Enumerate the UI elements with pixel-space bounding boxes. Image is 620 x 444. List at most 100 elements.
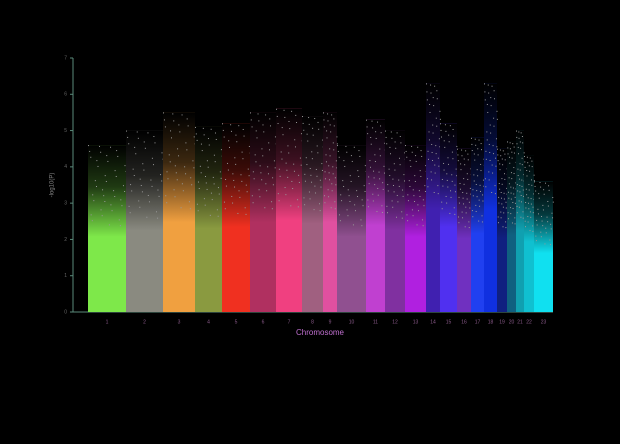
snp-dot — [155, 211, 157, 213]
snp-dot — [332, 142, 334, 144]
snp-dot — [335, 184, 337, 186]
snp-dot — [202, 127, 204, 129]
snp-dot — [290, 205, 292, 207]
snp-dot — [427, 150, 429, 152]
snp-dot — [352, 224, 354, 226]
snp-dot — [316, 145, 318, 147]
snp-dot — [432, 124, 434, 126]
snp-dot — [475, 204, 477, 206]
snp-dot — [287, 176, 289, 178]
snp-dot — [517, 190, 519, 192]
snp-dot — [376, 211, 378, 213]
snp-dot — [283, 109, 285, 111]
snp-dot — [329, 124, 331, 126]
snp-dot — [405, 145, 406, 147]
snp-dot — [218, 193, 220, 195]
snp-dot — [335, 160, 337, 162]
snp-dot — [441, 136, 443, 138]
snp-dot — [212, 176, 214, 178]
snp-dot — [341, 200, 343, 202]
snp-dot — [510, 198, 512, 200]
snp-dot — [458, 196, 460, 198]
snp-dot — [264, 207, 266, 209]
snp-dot — [198, 188, 200, 190]
snp-dot — [538, 193, 540, 195]
snp-dot — [485, 150, 487, 152]
snp-dot — [472, 195, 474, 197]
snp-dot — [302, 122, 304, 124]
snp-dot — [523, 152, 525, 154]
snp-dot — [315, 192, 317, 194]
x-tick-label: 16 — [461, 319, 467, 325]
snp-dot — [551, 212, 553, 214]
snp-dot — [456, 145, 458, 147]
snp-dot — [274, 136, 276, 138]
snp-dot — [527, 216, 529, 218]
snp-dot — [347, 189, 349, 191]
snp-dot — [136, 131, 138, 133]
snp-dot — [482, 194, 484, 196]
snp-dot — [271, 208, 273, 210]
band-fade — [302, 116, 323, 312]
snp-dot — [501, 203, 503, 205]
snp-dot — [400, 142, 402, 144]
snp-dot — [134, 146, 136, 148]
x-tick-label: 8 — [311, 319, 314, 325]
snp-dot — [509, 148, 511, 150]
snp-dot — [139, 178, 141, 180]
snp-dot — [452, 158, 454, 160]
snp-dot — [215, 138, 217, 140]
snp-dot — [284, 116, 286, 118]
snp-dot — [332, 166, 334, 168]
snp-dot — [521, 164, 523, 166]
snp-dot — [465, 150, 467, 152]
snp-dot — [498, 222, 499, 224]
snp-dot — [120, 199, 122, 201]
snp-dot — [271, 201, 273, 203]
snp-dot — [234, 186, 236, 188]
snp-dot — [293, 163, 295, 165]
snp-dot — [321, 163, 323, 165]
snp-dot — [389, 146, 391, 148]
snp-dot — [262, 124, 264, 126]
snp-dot — [508, 177, 510, 179]
snp-dot — [322, 139, 324, 141]
snp-dot — [308, 123, 310, 125]
snp-dot — [314, 185, 316, 187]
snp-dot — [457, 154, 459, 156]
snp-dot — [186, 118, 188, 120]
band-fade — [385, 130, 405, 312]
x-tick-label: 19 — [499, 319, 505, 325]
snp-dot — [473, 174, 475, 176]
snp-dot — [504, 178, 506, 180]
snp-dot — [160, 174, 162, 176]
snp-dot — [502, 150, 504, 152]
snp-dot — [442, 185, 444, 187]
snp-dot — [405, 150, 407, 152]
snp-dot — [458, 222, 460, 224]
snp-dot — [270, 125, 272, 127]
snp-dot — [482, 200, 484, 202]
snp-dot — [529, 170, 531, 172]
snp-dot — [325, 161, 327, 163]
snp-dot — [124, 190, 126, 192]
snp-dot — [448, 141, 450, 143]
snp-dot — [244, 207, 246, 209]
snp-dot — [497, 154, 499, 156]
snp-dot — [416, 224, 418, 226]
snp-dot — [288, 152, 290, 154]
snp-dot — [528, 189, 530, 191]
snp-dot — [476, 190, 478, 192]
snp-dot — [523, 195, 525, 197]
snp-dot — [252, 171, 254, 173]
snp-dot — [349, 175, 351, 177]
snp-dot — [344, 165, 346, 167]
snp-dot — [428, 131, 430, 133]
snp-dot — [505, 221, 507, 223]
snp-dot — [518, 153, 519, 155]
snp-dot — [424, 190, 426, 192]
snp-dot — [258, 189, 260, 191]
snp-dot — [350, 155, 352, 157]
snp-dot — [380, 125, 382, 127]
snp-dot — [319, 179, 321, 181]
